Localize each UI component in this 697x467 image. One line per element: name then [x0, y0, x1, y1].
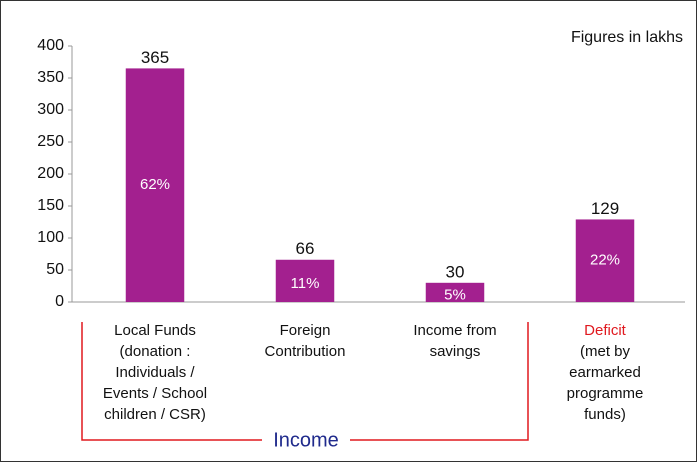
x-tick-label: Local Funds: [114, 322, 196, 339]
x-tick-label: Foreign: [280, 322, 331, 339]
y-tick-label: 200: [37, 165, 64, 182]
y-tick-label: 400: [37, 37, 64, 54]
value-label: 129: [591, 199, 619, 218]
x-tick-label: (donation :: [120, 343, 191, 360]
y-tick-label: 0: [55, 293, 64, 310]
x-tick-label: children / CSR): [104, 406, 206, 423]
bar: [425, 282, 485, 302]
y-tick-label: 100: [37, 229, 64, 246]
x-tick-label: Contribution: [265, 343, 346, 360]
x-tick-label: programme: [567, 385, 644, 402]
y-tick-label: 150: [37, 197, 64, 214]
value-label: 365: [141, 48, 169, 67]
bar: [125, 68, 185, 303]
x-tick-label: Income from: [413, 322, 496, 339]
bar: [275, 259, 335, 302]
units-note: Figures in lakhs: [571, 29, 683, 46]
x-tick-label: Individuals /: [115, 364, 195, 381]
value-label: 30: [446, 262, 465, 281]
y-tick-label: 350: [37, 69, 64, 86]
y-tick-label: 50: [46, 261, 64, 278]
share-label: 62%: [140, 176, 170, 193]
share-label: 22%: [590, 252, 620, 269]
x-tick-label: earmarked: [569, 364, 641, 381]
value-label: 66: [296, 239, 315, 258]
x-tick-label: savings: [430, 343, 481, 360]
y-tick-label: 250: [37, 133, 64, 150]
bar: [575, 219, 635, 302]
x-tick-label: Deficit: [584, 322, 627, 339]
share-label: 5%: [444, 286, 466, 303]
income-bracket: [81, 322, 529, 441]
share-label: 11%: [291, 275, 320, 292]
y-tick-label: 300: [37, 101, 64, 118]
x-tick-label: (met by: [580, 343, 631, 360]
group-label: Income: [273, 429, 339, 451]
x-tick-label: Events / School: [103, 385, 207, 402]
x-tick-label: funds): [584, 406, 626, 423]
